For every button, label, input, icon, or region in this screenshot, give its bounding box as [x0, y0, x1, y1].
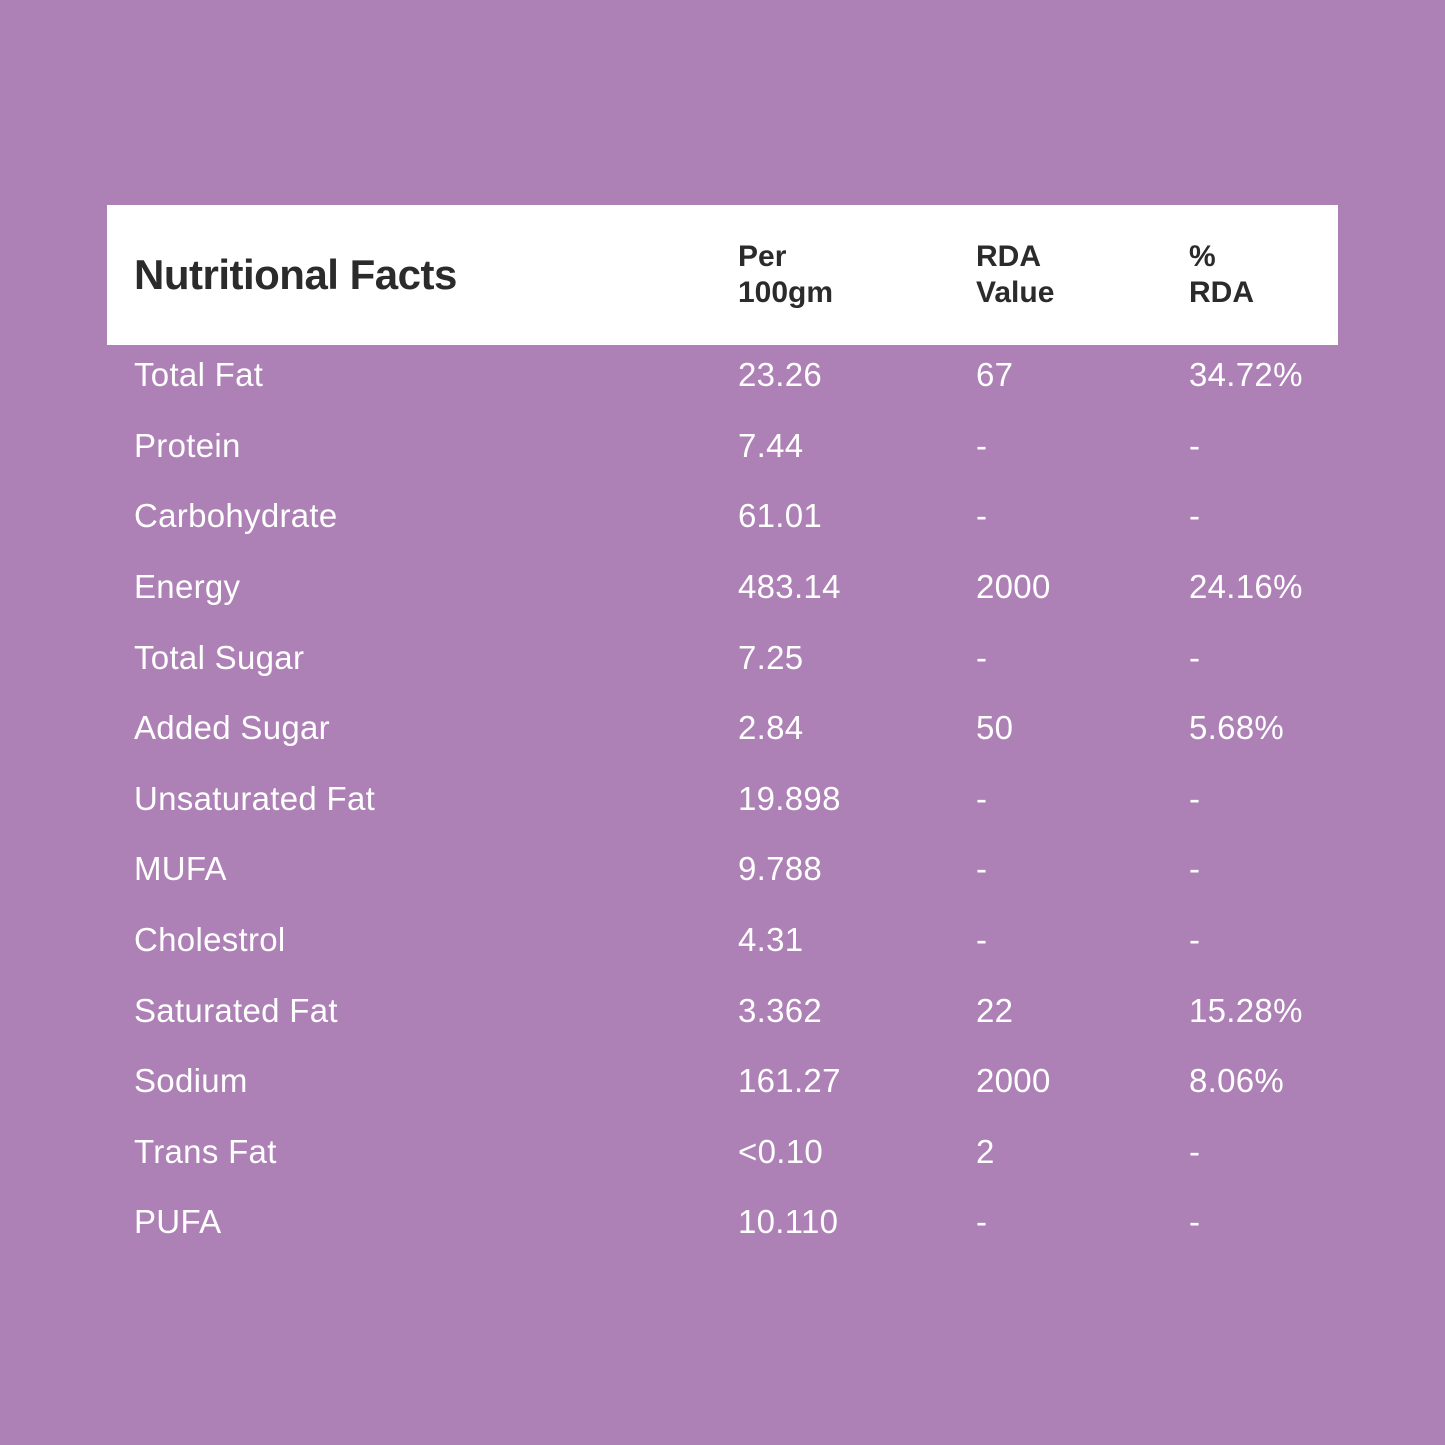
nutrition-table-rows: Total Fat 23.26 67 34.72% Protein 7.44 -…: [107, 340, 1338, 1258]
nutrient-label: Unsaturated Fat: [134, 779, 376, 817]
per-100gm-value: 3.362: [738, 991, 823, 1029]
table-row: Unsaturated Fat 19.898 - -: [107, 764, 1338, 835]
table-row: Cholestrol 4.31 - -: [107, 905, 1338, 976]
pct-rda-value: 15.28%: [1189, 991, 1303, 1029]
pct-rda-value: 8.06%: [1189, 1062, 1285, 1100]
per-100gm-value: 9.788: [738, 850, 823, 888]
pct-rda-value: -: [1189, 921, 1201, 959]
rda-value: 22: [976, 991, 1014, 1029]
rda-value: 2000: [976, 1062, 1051, 1100]
rda-value: 2: [976, 1132, 995, 1170]
rda-value: 50: [976, 709, 1014, 747]
nutrient-label: Carbohydrate: [134, 497, 338, 535]
pct-rda-value: 24.16%: [1189, 568, 1303, 606]
table-row: MUFA 9.788 - -: [107, 834, 1338, 905]
rda-value: -: [976, 497, 988, 535]
table-row: Added Sugar 2.84 50 5.68%: [107, 693, 1338, 764]
per-100gm-value: 7.25: [738, 638, 804, 676]
table-row: Total Sugar 7.25 - -: [107, 622, 1338, 693]
column-header-pct-rda: % RDA: [1189, 240, 1254, 309]
pct-rda-value: 34.72%: [1189, 356, 1303, 394]
per-100gm-value: 161.27: [738, 1062, 841, 1100]
rda-value: -: [976, 779, 988, 817]
per-100gm-value: <0.10: [738, 1132, 823, 1170]
per-100gm-value: 19.898: [738, 779, 841, 817]
nutrient-label: Sodium: [134, 1062, 248, 1100]
per-100gm-value: 10.110: [738, 1203, 839, 1241]
nutrient-label: Saturated Fat: [134, 991, 338, 1029]
per-100gm-value: 4.31: [738, 921, 804, 959]
column-header-per-100gm: Per 100gm: [738, 240, 834, 309]
nutrient-label: PUFA: [134, 1203, 222, 1241]
pct-rda-value: -: [1189, 638, 1201, 676]
nutrient-label: Cholestrol: [134, 921, 286, 959]
nutrient-label: Energy: [134, 568, 241, 606]
per-100gm-value: 2.84: [738, 709, 804, 747]
per-100gm-value: 61.01: [738, 497, 823, 535]
page-title: Nutritional Facts: [134, 251, 457, 298]
nutrient-label: Protein: [134, 426, 241, 464]
pct-rda-value: -: [1189, 1203, 1201, 1241]
table-row: Sodium 161.27 2000 8.06%: [107, 1046, 1338, 1117]
table-header-bar: Nutritional Facts Per 100gm RDA Value % …: [107, 205, 1338, 345]
pct-rda-value: -: [1189, 426, 1201, 464]
per-100gm-value: 483.14: [738, 568, 841, 606]
rda-value: -: [976, 426, 988, 464]
per-100gm-value: 7.44: [738, 426, 804, 464]
nutrient-label: MUFA: [134, 850, 227, 888]
rda-value: -: [976, 850, 988, 888]
rda-value: -: [976, 638, 988, 676]
pct-rda-value: -: [1189, 850, 1201, 888]
nutrient-label: Total Sugar: [134, 638, 305, 676]
table-row: PUFA 10.110 - -: [107, 1187, 1338, 1258]
rda-value: 2000: [976, 568, 1051, 606]
table-row: Energy 483.14 2000 24.16%: [107, 552, 1338, 623]
nutrient-label: Total Fat: [134, 356, 264, 394]
pct-rda-value: -: [1189, 497, 1201, 535]
pct-rda-value: -: [1189, 1132, 1201, 1170]
pct-rda-value: -: [1189, 779, 1201, 817]
table-row: Total Fat 23.26 67 34.72%: [107, 340, 1338, 411]
table-row: Carbohydrate 61.01 - -: [107, 481, 1338, 552]
table-row: Protein 7.44 - -: [107, 411, 1338, 482]
rda-value: -: [976, 921, 988, 959]
pct-rda-value: 5.68%: [1189, 709, 1285, 747]
per-100gm-value: 23.26: [738, 356, 823, 394]
rda-value: -: [976, 1203, 988, 1241]
nutrient-label: Added Sugar: [134, 709, 330, 747]
table-row: Trans Fat <0.10 2 -: [107, 1117, 1338, 1188]
rda-value: 67: [976, 356, 1014, 394]
column-header-rda-value: RDA Value: [976, 240, 1055, 309]
table-row: Saturated Fat 3.362 22 15.28%: [107, 975, 1338, 1046]
nutrient-label: Trans Fat: [134, 1132, 277, 1170]
